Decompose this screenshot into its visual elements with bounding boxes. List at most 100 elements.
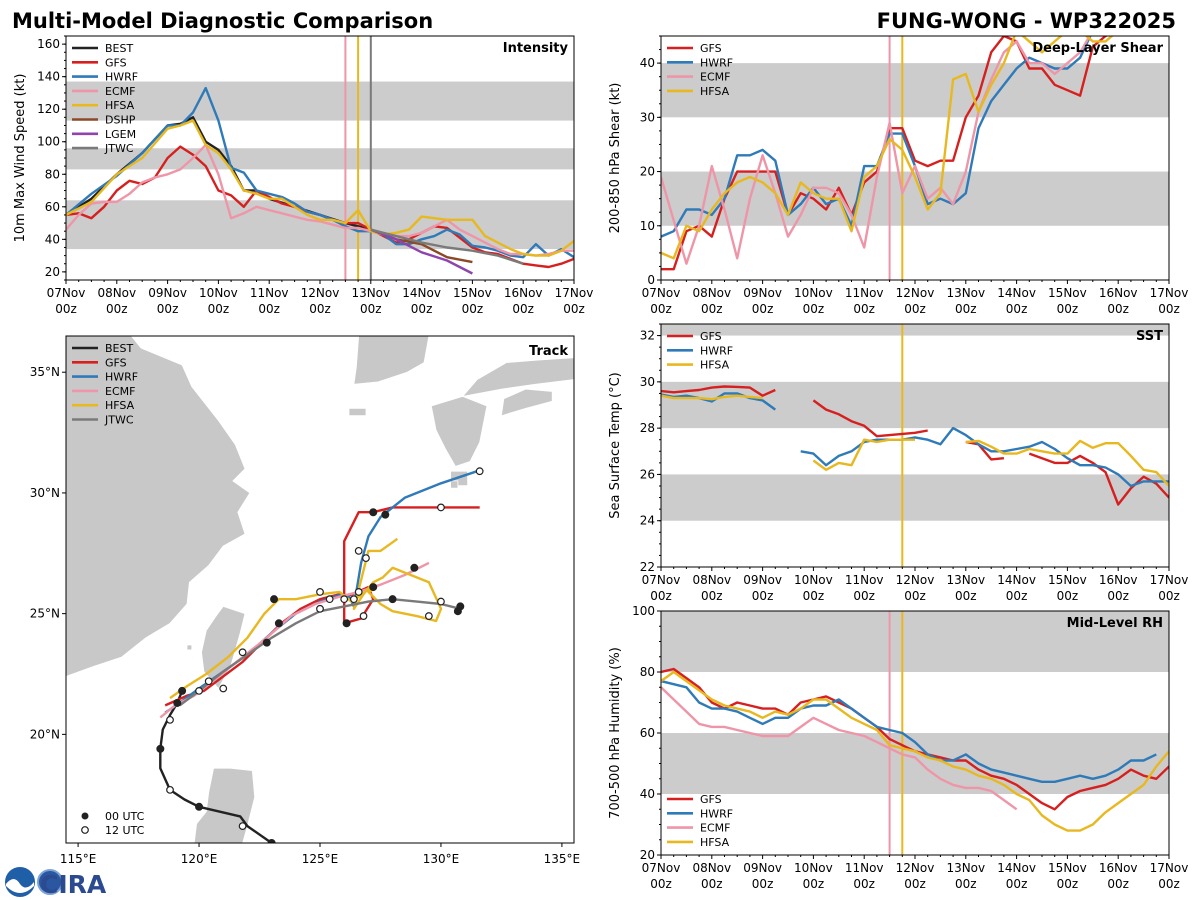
x-tick-label-hour: 00z — [208, 302, 230, 316]
y-tick-label: 0 — [647, 273, 655, 287]
track-point-12utc — [354, 546, 363, 555]
y-tick-label: 26 — [640, 467, 655, 481]
y-tick-label: 30 — [640, 110, 655, 124]
marker-legend-12utc-icon — [81, 826, 89, 834]
sst-panel: 22 24 26 28 30 32 07Nov 00z 08Nov 00z 09Nov 00z 10No… — [608, 323, 1188, 603]
series-line-hfsa — [661, 36, 1114, 260]
y-tick-label: 10 — [640, 219, 655, 233]
track-point-00utc — [388, 595, 397, 604]
x-tick-label-date: 09Nov — [148, 286, 187, 300]
track-point-00utc — [173, 698, 182, 707]
y-tick-label: 40 — [640, 56, 655, 70]
track-line-best — [159, 690, 273, 843]
track-point-12utc — [349, 595, 358, 604]
shear-panel: 0 10 20 30 40 07Nov 00z 08Nov 00z 09Nov 00z 10Nov 00… — [608, 35, 1188, 316]
penghu-land — [186, 644, 193, 651]
legend-label-jtwc: JTWC — [104, 414, 134, 427]
x-tick-label-date: 16Nov — [1099, 286, 1138, 300]
track-point-12utc — [362, 554, 370, 563]
x-tick-label-hour: 00z — [1057, 589, 1079, 603]
x-tick-label-date: 07Nov — [642, 286, 681, 300]
legend-label-hfsa: HFSA — [700, 359, 730, 372]
series-line-hfsa — [661, 394, 763, 401]
x-tick-label-hour: 00z — [650, 877, 672, 891]
series-line-ecmf — [661, 36, 1092, 265]
y-tick-label: 32 — [640, 329, 655, 343]
legend-label-hfsa: HFSA — [700, 85, 730, 98]
x-tick-label-date: 12Nov — [896, 861, 935, 875]
series-line-gfs — [812, 399, 928, 438]
x-tick-label-hour: 00z — [1006, 302, 1028, 316]
track-point-12utc — [316, 588, 324, 596]
track-point-12utc — [219, 684, 228, 693]
track-point-12utc — [166, 715, 174, 724]
x-tick-label-date: 15Nov — [1048, 573, 1087, 587]
x-tick-label-hour: 00z — [157, 302, 179, 316]
honshu-land — [461, 357, 574, 398]
legend-label-best: BEST — [105, 342, 133, 355]
plot-frame — [660, 323, 1170, 568]
track-point-12utc — [437, 503, 445, 512]
track-point-00utc — [178, 686, 187, 695]
y-tick-label: 28 — [640, 421, 655, 435]
legend-label-hwrf: HWRF — [700, 807, 733, 820]
legend-label-hwrf: HWRF — [700, 56, 733, 69]
x-tick-label-hour: 00z — [106, 302, 128, 316]
legend-label-best: BEST — [105, 42, 133, 55]
x-tick-label-date: 16Nov — [1099, 861, 1138, 875]
series-line-lgem — [370, 228, 473, 275]
x-tick-label-hour: 00z — [701, 877, 723, 891]
x-tick-label-hour: 00z — [955, 589, 977, 603]
panel-title: SST — [1136, 329, 1163, 344]
panel-title: Track — [529, 344, 568, 359]
track-point-00utc — [267, 839, 276, 843]
panel-title: Intensity — [503, 41, 569, 56]
legend-label-dshp: DSHP — [105, 114, 136, 127]
x-tick-label-hour: 00z — [1158, 589, 1180, 603]
legend-label-hfsa: HFSA — [700, 836, 730, 849]
korea-land — [334, 336, 430, 385]
legend-label-hwrf: HWRF — [105, 371, 138, 384]
track-point-12utc — [195, 687, 203, 695]
yakushima-land — [450, 480, 459, 489]
y-tick-label: 20 — [640, 848, 655, 862]
lat-tick-label: 25°N — [30, 607, 60, 621]
lon-tick-label: 130°E — [423, 852, 460, 866]
x-tick-label-hour: 00z — [752, 877, 774, 891]
x-tick-label-date: 09Nov — [743, 573, 782, 587]
x-tick-label-hour: 00z — [411, 302, 433, 316]
marker-legend-00utc-icon — [81, 812, 89, 820]
x-tick-label-hour: 00z — [309, 302, 331, 316]
legend-label-lgem: LGEM — [105, 128, 136, 141]
track-point-00utc — [274, 619, 283, 628]
legend-label-jtwc: JTWC — [104, 142, 134, 155]
x-tick-label-date: 08Nov — [97, 286, 136, 300]
track-point-12utc — [475, 467, 484, 476]
x-tick-label-date: 10Nov — [794, 573, 833, 587]
x-tick-label-hour: 00z — [955, 877, 977, 891]
x-tick-label-hour: 00z — [360, 302, 382, 316]
track-point-00utc — [453, 607, 462, 616]
noaa-cira-logo: CIRA — [5, 867, 107, 899]
track-point-00utc — [369, 583, 378, 592]
series-line-jtwc — [370, 228, 524, 265]
y-tick-label: 40 — [640, 787, 655, 801]
x-tick-label-date: 12Nov — [896, 286, 935, 300]
track-point-12utc — [354, 588, 363, 596]
track-point-12utc — [238, 648, 247, 657]
track-point-12utc — [166, 785, 174, 794]
x-tick-label-date: 12Nov — [301, 286, 340, 300]
lon-tick-label: 125°E — [302, 852, 339, 866]
y-tick-label: 60 — [45, 200, 60, 214]
x-tick-label-hour: 00z — [258, 302, 280, 316]
legend-label-gfs: GFS — [105, 356, 127, 369]
legend-label-ecmf: ECMF — [105, 385, 135, 398]
y-tick-label: 100 — [632, 604, 655, 618]
series-line-hfsa — [812, 438, 915, 471]
x-tick-label-date: 08Nov — [692, 286, 731, 300]
marker-legend-12utc-label: 12 UTC — [105, 824, 145, 837]
track-point-12utc — [424, 612, 433, 620]
x-tick-label-hour: 00z — [1107, 877, 1129, 891]
y-tick-label: 22 — [640, 560, 655, 574]
